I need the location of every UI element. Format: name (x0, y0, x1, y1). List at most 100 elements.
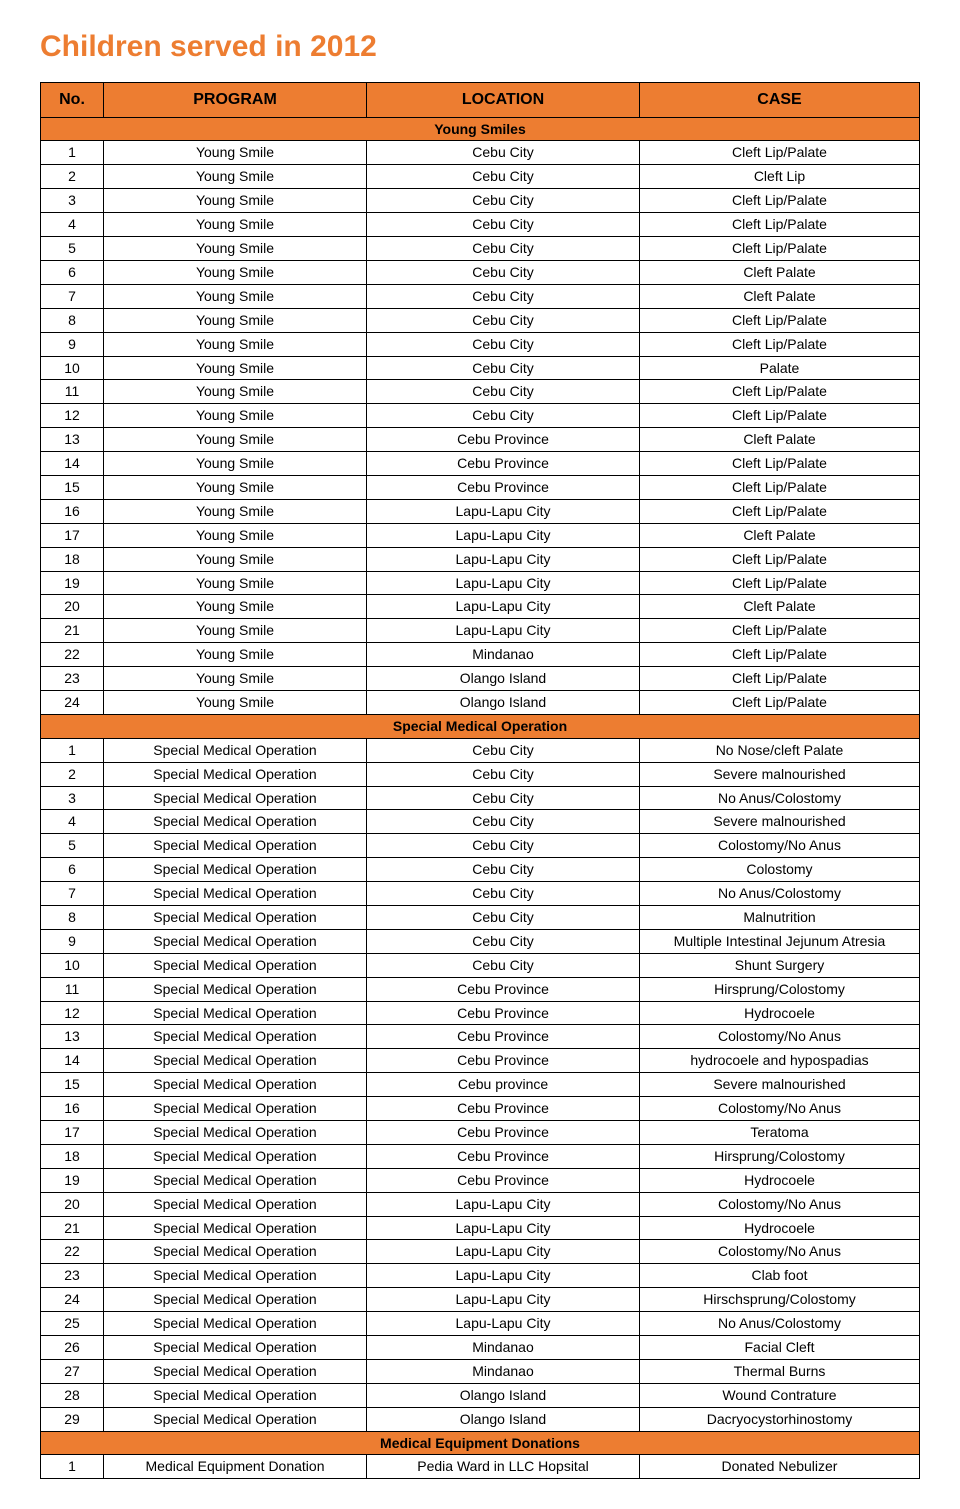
cell-location: Cebu City (367, 237, 640, 261)
cell-case: Cleft Lip/Palate (640, 667, 920, 691)
cell-program: Young Smile (104, 189, 367, 213)
cell-program: Young Smile (104, 619, 367, 643)
section-header: Special Medical Operation (41, 714, 920, 738)
table-row: 10Special Medical OperationCebu CityShun… (41, 953, 920, 977)
section-title: Young Smiles (41, 117, 920, 141)
cell-no: 14 (41, 1049, 104, 1073)
cell-case: No Anus/Colostomy (640, 786, 920, 810)
cell-program: Special Medical Operation (104, 1216, 367, 1240)
cell-location: Cebu Province (367, 1144, 640, 1168)
cell-location: Cebu Province (367, 475, 640, 499)
cell-no: 10 (41, 953, 104, 977)
cell-case: Cleft Lip/Palate (640, 475, 920, 499)
cell-location: Cebu City (367, 284, 640, 308)
cell-program: Special Medical Operation (104, 1264, 367, 1288)
cell-case: Cleft Lip/Palate (640, 499, 920, 523)
cell-no: 9 (41, 929, 104, 953)
cell-case: Cleft Palate (640, 595, 920, 619)
cell-location: Cebu Province (367, 428, 640, 452)
cell-case: No Nose/cleft Palate (640, 738, 920, 762)
cell-program: Special Medical Operation (104, 786, 367, 810)
cell-program: Special Medical Operation (104, 810, 367, 834)
cell-case: Colostomy/No Anus (640, 1097, 920, 1121)
cell-location: Cebu City (367, 213, 640, 237)
cell-program: Young Smile (104, 260, 367, 284)
cell-no: 17 (41, 1121, 104, 1145)
cell-case: Hydrocoele (640, 1216, 920, 1240)
cell-no: 21 (41, 1216, 104, 1240)
table-row: 21Young SmileLapu-Lapu CityCleft Lip/Pal… (41, 619, 920, 643)
cell-case: Colostomy/No Anus (640, 834, 920, 858)
cell-no: 27 (41, 1359, 104, 1383)
cell-case: Hirsprung/Colostomy (640, 977, 920, 1001)
cell-no: 11 (41, 380, 104, 404)
cell-case: Dacryocystorhinostomy (640, 1407, 920, 1431)
cell-program: Young Smile (104, 404, 367, 428)
cell-no: 1 (41, 141, 104, 165)
cell-program: Special Medical Operation (104, 929, 367, 953)
section-title: Medical Equipment Donations (41, 1431, 920, 1455)
cell-case: Cleft Lip/Palate (640, 213, 920, 237)
cell-program: Young Smile (104, 308, 367, 332)
cell-location: Olango Island (367, 667, 640, 691)
table-row: 16Young SmileLapu-Lapu CityCleft Lip/Pal… (41, 499, 920, 523)
table-row: 13Special Medical OperationCebu Province… (41, 1025, 920, 1049)
cell-program: Special Medical Operation (104, 953, 367, 977)
cell-case: Palate (640, 356, 920, 380)
cell-location: Cebu City (367, 189, 640, 213)
cell-location: Cebu City (367, 141, 640, 165)
cell-no: 6 (41, 858, 104, 882)
cell-case: Cleft Lip (640, 165, 920, 189)
cell-no: 5 (41, 834, 104, 858)
cell-location: Cebu Province (367, 452, 640, 476)
cell-program: Special Medical Operation (104, 1359, 367, 1383)
cell-program: Special Medical Operation (104, 1073, 367, 1097)
table-row: 20Special Medical OperationLapu-Lapu Cit… (41, 1192, 920, 1216)
cell-location: Lapu-Lapu City (367, 1240, 640, 1264)
cell-case: Cleft Lip/Palate (640, 452, 920, 476)
cell-case: Cleft Palate (640, 284, 920, 308)
cell-program: Special Medical Operation (104, 977, 367, 1001)
table-row: 19Young SmileLapu-Lapu CityCleft Lip/Pal… (41, 571, 920, 595)
table-row: 9Young SmileCebu CityCleft Lip/Palate (41, 332, 920, 356)
cell-no: 24 (41, 1288, 104, 1312)
cell-case: Donated Nebulizer (640, 1455, 920, 1479)
cell-case: Cleft Lip/Palate (640, 619, 920, 643)
cell-no: 8 (41, 308, 104, 332)
cell-no: 2 (41, 165, 104, 189)
cell-no: 20 (41, 1192, 104, 1216)
cell-case: Cleft Palate (640, 523, 920, 547)
cell-location: Olango Island (367, 690, 640, 714)
cell-case: Severe malnourished (640, 810, 920, 834)
cell-location: Lapu-Lapu City (367, 1264, 640, 1288)
cell-location: Cebu Province (367, 1121, 640, 1145)
table-row: 10Young SmileCebu CityPalate (41, 356, 920, 380)
cell-program: Young Smile (104, 141, 367, 165)
table-row: 12Special Medical OperationCebu Province… (41, 1001, 920, 1025)
cell-no: 18 (41, 547, 104, 571)
cell-location: Mindanao (367, 643, 640, 667)
cell-case: Multiple Intestinal Jejunum Atresia (640, 929, 920, 953)
table-row: 29Special Medical OperationOlango Island… (41, 1407, 920, 1431)
cell-program: Special Medical Operation (104, 1192, 367, 1216)
table-row: 2Young SmileCebu CityCleft Lip (41, 165, 920, 189)
cell-case: Cleft Palate (640, 428, 920, 452)
cell-location: Cebu City (367, 882, 640, 906)
cell-case: Cleft Lip/Palate (640, 141, 920, 165)
cell-case: Thermal Burns (640, 1359, 920, 1383)
cell-program: Special Medical Operation (104, 1312, 367, 1336)
cell-location: Cebu Province (367, 1049, 640, 1073)
cell-program: Young Smile (104, 571, 367, 595)
table-row: 7Special Medical OperationCebu CityNo An… (41, 882, 920, 906)
cell-no: 19 (41, 1168, 104, 1192)
cell-location: Cebu Province (367, 1025, 640, 1049)
cell-case: Cleft Lip/Palate (640, 308, 920, 332)
cell-no: 2 (41, 762, 104, 786)
cell-program: Special Medical Operation (104, 882, 367, 906)
cell-no: 1 (41, 738, 104, 762)
table-row: 21Special Medical OperationLapu-Lapu Cit… (41, 1216, 920, 1240)
cell-no: 21 (41, 619, 104, 643)
cell-program: Young Smile (104, 237, 367, 261)
cell-location: Cebu City (367, 380, 640, 404)
cell-no: 23 (41, 667, 104, 691)
